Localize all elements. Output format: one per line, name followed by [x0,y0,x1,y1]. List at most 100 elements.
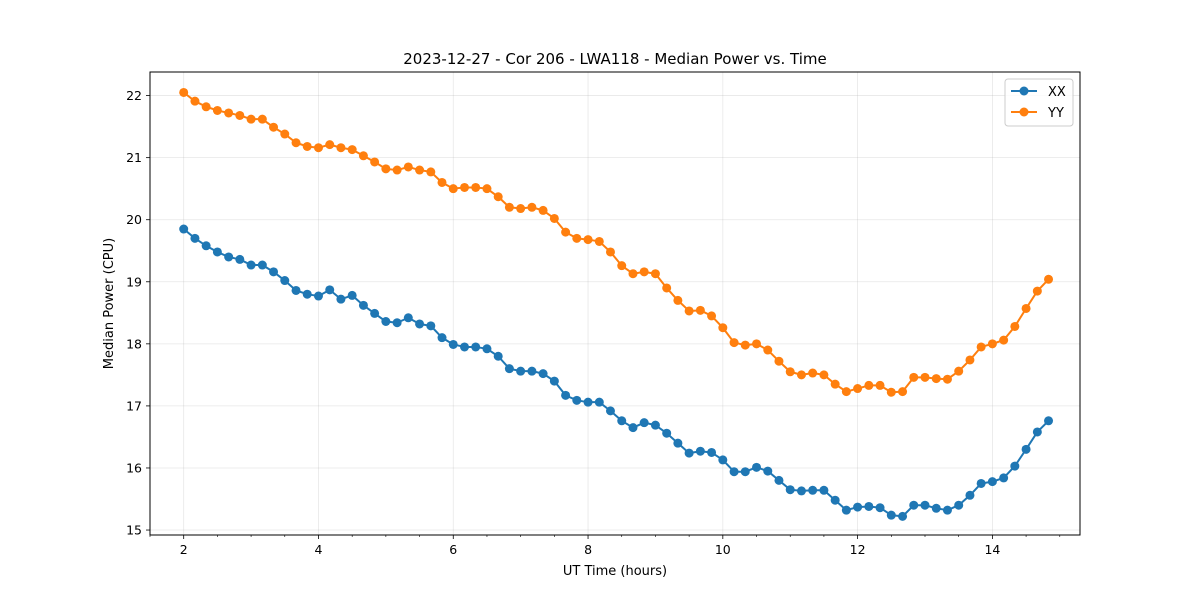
data-point-yy [437,177,447,187]
data-point-xx [415,319,425,329]
data-point-yy [504,202,514,212]
data-point-yy [280,129,290,139]
grid-lines [150,72,1080,535]
data-point-yy [987,339,997,349]
data-point-xx [527,366,537,376]
data-point-xx [291,285,301,295]
legend: XX YY [1004,78,1074,127]
data-point-xx [931,503,941,513]
data-point-xx [572,395,582,405]
data-point-yy [875,380,885,390]
data-point-xx [954,500,964,510]
x-tick-label: 4 [315,542,323,557]
data-point-yy [269,122,279,132]
data-point-xx [819,485,829,495]
data-point-yy [898,387,908,397]
data-point-yy [774,356,784,366]
data-point-yy [370,157,380,167]
data-point-yy [662,283,672,293]
data-point-xx [1010,461,1020,471]
data-point-xx [336,294,346,304]
x-tick-label: 8 [584,542,592,557]
data-point-yy [819,370,829,380]
data-point-yy [179,87,189,97]
x-tick-label: 14 [984,542,1000,557]
data-point-xx [729,467,739,477]
data-point-yy [920,372,930,382]
data-point-yy [448,184,458,194]
data-point-xx [628,423,638,433]
data-point-xx [212,247,222,257]
data-point-yy [313,143,323,153]
data-point-xx [886,510,896,520]
data-point-yy [942,374,952,384]
y-tick-label: 19 [126,274,142,289]
data-point-xx [617,416,627,426]
data-point-yy [684,306,694,316]
data-point-xx [999,473,1009,483]
y-tick-label: 20 [126,212,142,227]
data-point-xx [965,490,975,500]
data-point-yy [538,205,548,215]
data-point-xx [460,342,470,352]
data-point-xx [302,289,312,299]
legend-label-yy: YY [1047,106,1064,121]
data-point-yy [841,387,851,397]
data-point-yy [235,110,245,120]
data-point-yy [864,380,874,390]
data-point-xx [864,501,874,511]
data-point-xx [347,290,357,300]
data-point-xx [381,317,391,326]
data-point-xx [752,462,762,472]
data-point-xx [594,397,604,407]
data-point-yy [224,108,234,118]
data-point-yy [1032,286,1042,296]
x-tick-label: 12 [850,542,866,557]
data-point-xx [605,406,615,416]
data-point-xx [662,428,672,438]
data-point-yy [639,267,649,277]
data-point-yy [201,102,211,112]
data-point-yy [785,367,795,377]
data-point-xx [246,260,256,270]
data-point-yy [650,269,660,279]
data-point-xx [583,397,593,407]
data-point-xx [549,376,559,386]
data-point-xx [201,241,211,251]
data-point-xx [257,260,267,270]
data-point-yy [617,261,627,271]
data-point-xx [718,455,728,465]
data-point-xx [763,466,773,476]
data-point-xx [426,321,436,331]
data-point-yy [718,323,728,333]
y-tick-label: 15 [126,523,142,538]
data-point-yy [246,114,256,124]
data-point-yy [493,192,503,202]
data-point-yy [729,338,739,348]
data-point-xx [853,502,863,512]
data-point-xx [976,478,986,488]
data-point-xx [403,313,413,323]
data-series [179,87,1054,521]
data-point-xx [504,364,514,374]
data-point-yy [628,269,638,279]
legend-label-xx: XX [1048,85,1066,100]
data-point-yy [976,342,986,352]
data-point-yy [886,387,896,397]
data-point-yy [426,167,436,177]
data-point-yy [549,213,559,223]
data-point-yy [381,164,391,174]
data-point-xx [920,500,930,510]
data-point-xx [695,446,705,456]
data-point-yy [572,233,582,243]
y-tick-label: 22 [126,88,142,103]
data-point-yy [796,370,806,380]
data-point-yy [707,311,717,321]
data-point-xx [325,285,335,295]
data-point-yy [516,204,526,214]
data-point-xx [358,300,368,310]
data-point-xx [224,252,234,262]
data-point-yy [931,374,941,384]
legend-marker-yy [1019,107,1029,117]
